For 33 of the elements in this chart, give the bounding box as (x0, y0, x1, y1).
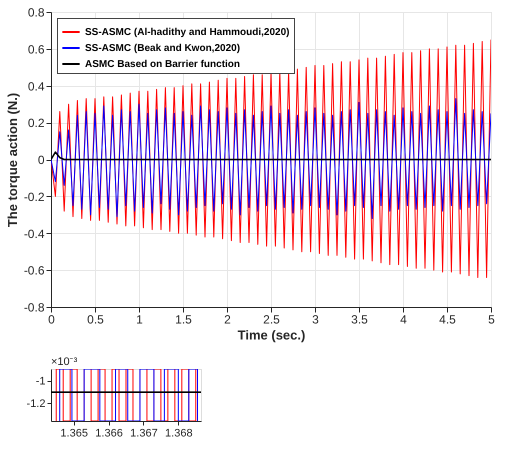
legend-label: ASMC Based on Barrier function (85, 59, 240, 70)
x-axis-title: Time (sec.) (238, 328, 306, 342)
y-axis-title: The torque action (N.) (4, 92, 20, 228)
x-tick-label: 2 (224, 312, 232, 326)
x-tick-label: 4 (400, 312, 408, 326)
y-tick-label: -0.2 (24, 190, 45, 204)
y-tick-label: 0.4 (28, 79, 45, 94)
x-tick-label: 2.5 (263, 312, 280, 326)
y-tick-label: 0.6 (28, 42, 45, 56)
y-tick-label: 0.2 (28, 116, 45, 130)
x-tick-label: 0 (48, 312, 56, 326)
y-tick-label: -0.8 (24, 300, 45, 314)
x-tick-label: 3.5 (351, 312, 368, 326)
y-tick-label: -1.2 (26, 398, 46, 410)
x-tick-label: 1.367 (130, 428, 158, 440)
legend-label: SS-ASMC (Al-hadithy and Hammoudi,2020) (85, 27, 290, 38)
y-tick-label: 0 (38, 153, 45, 167)
line-series (51, 98, 491, 219)
x-tick-label: 1.368 (165, 428, 193, 440)
legend-label: SS-ASMC (Beak and Kwon,2020) (85, 43, 240, 54)
x-tick-label: 0.5 (87, 312, 104, 326)
text: ×10⁻³ (51, 356, 78, 368)
x-tick-label: 1.365 (60, 428, 88, 440)
x-tick-label: 4.5 (439, 312, 456, 326)
x-tick-label: 1.5 (175, 312, 192, 326)
y-tick-label: -0.4 (24, 226, 45, 241)
x-tick-label: 5 (488, 312, 496, 326)
x-tick-label: 1 (136, 312, 144, 326)
x-tick-label: 3 (312, 312, 320, 326)
x-tick-label: 1.366 (95, 428, 123, 440)
y-tick-label: 0.8 (28, 6, 45, 20)
y-tick-label: -0.6 (24, 264, 45, 278)
y-tick-label: -1 (36, 376, 46, 388)
